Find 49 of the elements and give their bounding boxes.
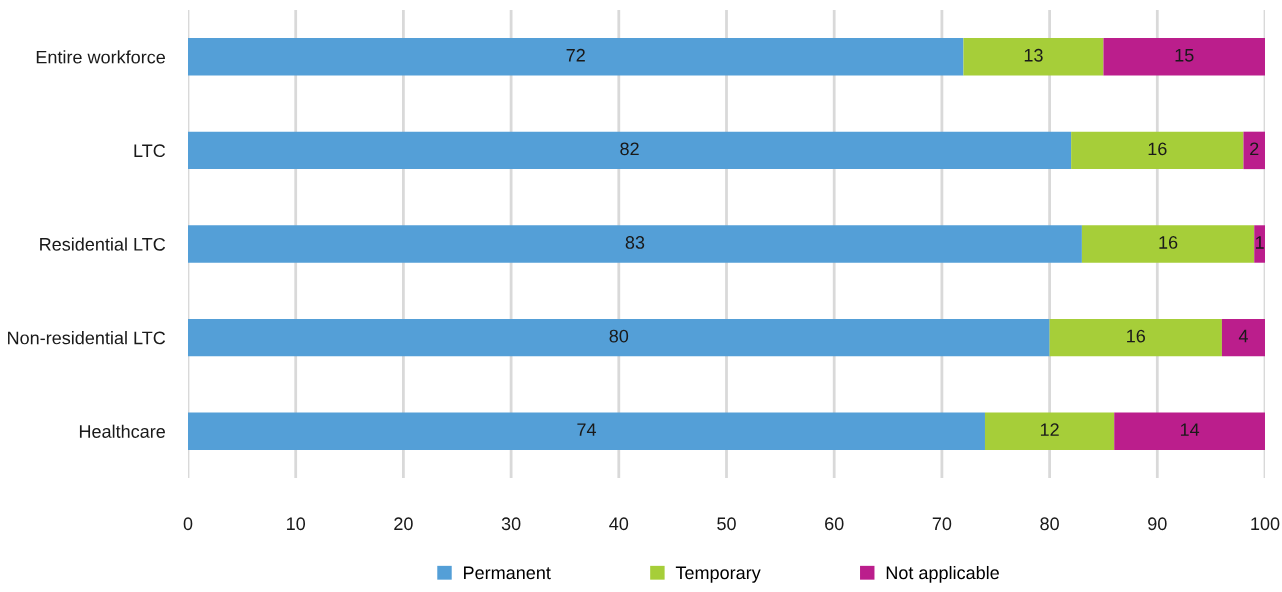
data-label: 13 <box>1024 48 1043 62</box>
data-label: 12 <box>1040 423 1059 436</box>
bar <box>188 318 1050 357</box>
bar <box>188 225 1082 263</box>
x-tick-label: 70 <box>932 517 952 531</box>
data-label: 4 <box>1238 329 1248 343</box>
x-tick-label: 0 <box>183 517 193 531</box>
y-tick-label: Healthcare <box>79 424 165 438</box>
legend-label: Temporary <box>675 566 761 583</box>
bar <box>1081 225 1255 263</box>
data-label: 82 <box>620 142 639 156</box>
data-label: 16 <box>1148 142 1167 156</box>
x-tick-label: 10 <box>287 517 306 531</box>
x-tick-label: 30 <box>501 517 521 531</box>
bar <box>1103 38 1265 76</box>
x-tick-label: 50 <box>717 517 736 531</box>
data-label: 14 <box>1180 423 1200 436</box>
bar <box>984 412 1115 450</box>
bar <box>1254 225 1265 263</box>
x-tick-label: 80 <box>1040 517 1059 531</box>
bar <box>963 38 1104 76</box>
x-tick-label: 40 <box>609 517 629 531</box>
data-label: 2 <box>1250 142 1259 156</box>
data-label: 80 <box>609 329 629 343</box>
bar <box>1049 318 1222 357</box>
x-tick-label: 60 <box>825 517 844 531</box>
y-tick-label: Residential LTC <box>40 237 166 251</box>
data-label: 74 <box>577 423 596 436</box>
bar <box>1071 131 1244 170</box>
legend-label: Permanent <box>464 566 551 580</box>
bar <box>1243 131 1265 170</box>
data-label: 15 <box>1175 49 1194 62</box>
y-tick-label: LTC <box>134 144 166 158</box>
bar <box>188 38 964 76</box>
bar <box>188 131 1072 170</box>
bar <box>188 412 985 450</box>
data-label: 16 <box>1127 329 1146 343</box>
bar <box>1114 412 1265 450</box>
data-label: 83 <box>625 236 645 249</box>
data-label: 1 <box>1255 236 1264 249</box>
data-label: 16 <box>1159 236 1178 249</box>
y-tick-label: Entire workforce <box>36 50 165 64</box>
x-tick-label: 20 <box>394 517 413 531</box>
data-label: 72 <box>566 48 585 62</box>
x-tick-label: 100 <box>1251 517 1280 531</box>
legend-label: Not applicable <box>886 565 999 583</box>
y-tick-label: Non-residential LTC <box>8 331 166 345</box>
x-tick-label: 90 <box>1148 517 1167 531</box>
bar <box>1221 318 1265 357</box>
